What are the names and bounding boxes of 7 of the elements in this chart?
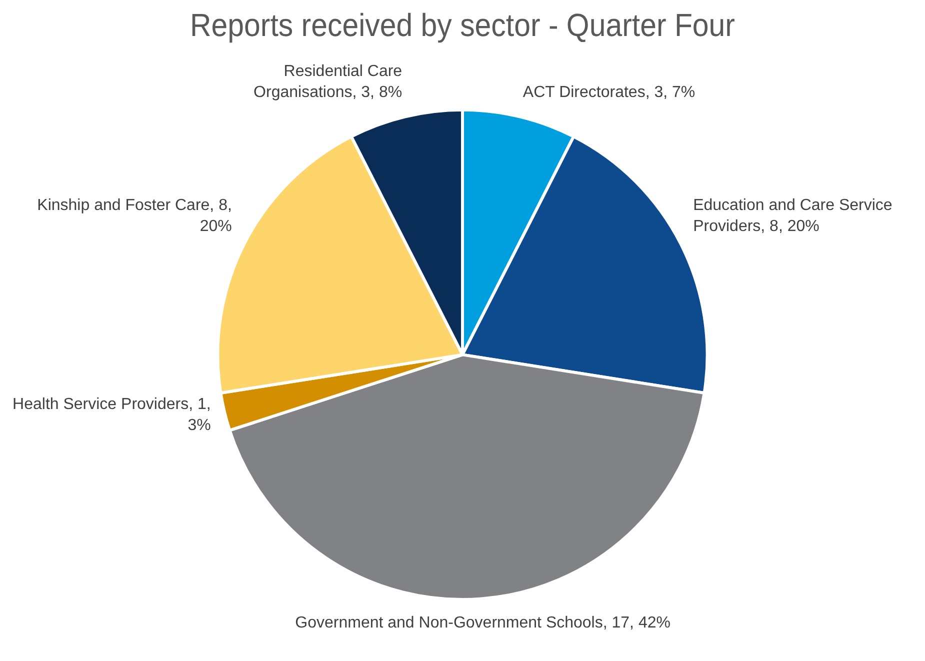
slice-label: Education and Care Service Providers, 8, 20% — [693, 197, 892, 236]
slice-label: Health Service Providers, 1, 3% — [12, 396, 211, 434]
slice-label: Residential Care Organisations, 3, 8% — [254, 62, 402, 101]
slice-label: Government and Non-Government Schools, 17, 42% — [295, 614, 670, 632]
slice-label: Kinship and Foster Care, 8, 20% — [37, 197, 232, 236]
chart-title: Reports received by sector - Quarter Four — [190, 6, 735, 44]
slice-label: ACT Directorates, 3, 7% — [522, 84, 696, 101]
